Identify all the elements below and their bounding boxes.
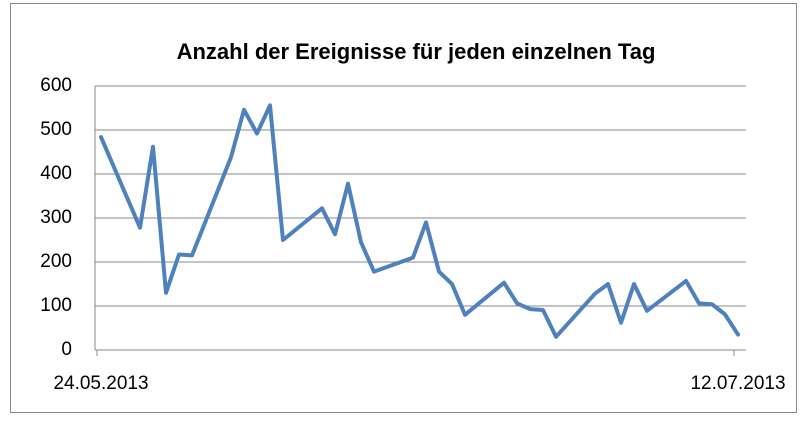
y-tick-label: 400: [40, 163, 72, 184]
y-tick-label: 500: [40, 119, 72, 140]
y-tick-label: 200: [40, 251, 72, 272]
data-line: [99, 103, 740, 339]
y-tick-label: 100: [40, 295, 72, 316]
x-tick-label: 12.07.2013: [690, 373, 785, 394]
x-tick-label: 24.05.2013: [53, 373, 148, 394]
y-tick-label: 300: [40, 207, 72, 228]
y-tick-label: 600: [40, 75, 72, 96]
y-tick-label: 0: [61, 339, 72, 360]
chart-title: Anzahl der Ereignisse für jeden einzelne…: [177, 39, 656, 64]
chart-border: [10, 3, 797, 413]
